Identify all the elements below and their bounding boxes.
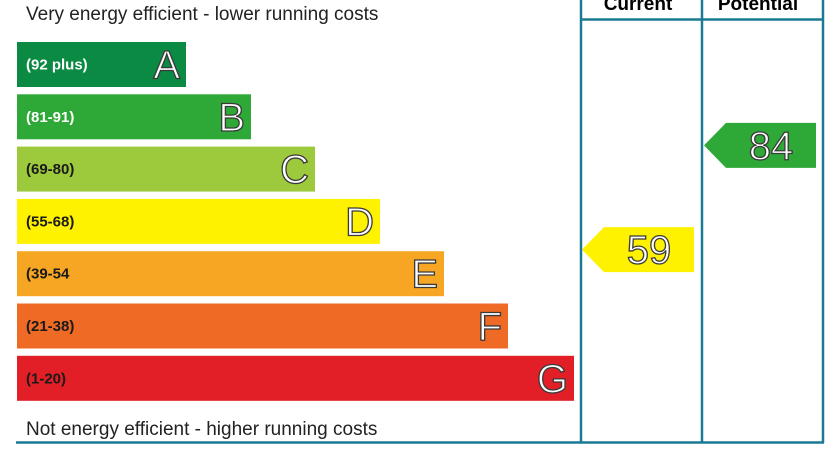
band-b bbox=[17, 94, 251, 140]
band-g-letter: G bbox=[537, 357, 568, 401]
band-e bbox=[17, 251, 444, 297]
potential-rating-value: 84 bbox=[749, 124, 794, 168]
band-b-letter: B bbox=[218, 96, 245, 140]
column-grid bbox=[16, 0, 825, 444]
potential-rating-arrow bbox=[704, 122, 816, 168]
band-f-range: (21-38) bbox=[26, 318, 74, 335]
band-g-range: (1-20) bbox=[26, 370, 66, 387]
band-d-letter: D bbox=[345, 200, 374, 244]
current-column-header: Current bbox=[604, 0, 673, 15]
band-c-letter: C bbox=[280, 148, 309, 192]
band-f-letter: F bbox=[478, 305, 502, 349]
band-a bbox=[17, 42, 186, 87]
rating-bands: (92 plus) A (81-91) B (69-80) C (55-68) D (39-54… bbox=[17, 42, 574, 402]
potential-column-header: Potential bbox=[718, 0, 798, 15]
top-caption: Very energy efficient - lower running co… bbox=[26, 4, 378, 25]
band-e-range: (39-54 bbox=[26, 266, 70, 283]
band-a-letter: A bbox=[153, 44, 180, 88]
bottom-caption: Not energy efficient - higher running co… bbox=[26, 419, 377, 440]
rating-markers: 59 84 bbox=[582, 122, 816, 273]
band-c bbox=[17, 146, 315, 192]
band-a-range: (92 plus) bbox=[26, 57, 88, 74]
current-rating-arrow bbox=[582, 227, 694, 273]
band-e-letter: E bbox=[411, 253, 438, 297]
band-g bbox=[17, 355, 574, 401]
band-d-range: (55-68) bbox=[26, 213, 74, 230]
band-d bbox=[17, 198, 380, 244]
band-f bbox=[17, 303, 508, 349]
band-c-range: (69-80) bbox=[26, 161, 74, 178]
band-b-range: (81-91) bbox=[26, 109, 74, 126]
current-rating-value: 59 bbox=[627, 229, 672, 273]
